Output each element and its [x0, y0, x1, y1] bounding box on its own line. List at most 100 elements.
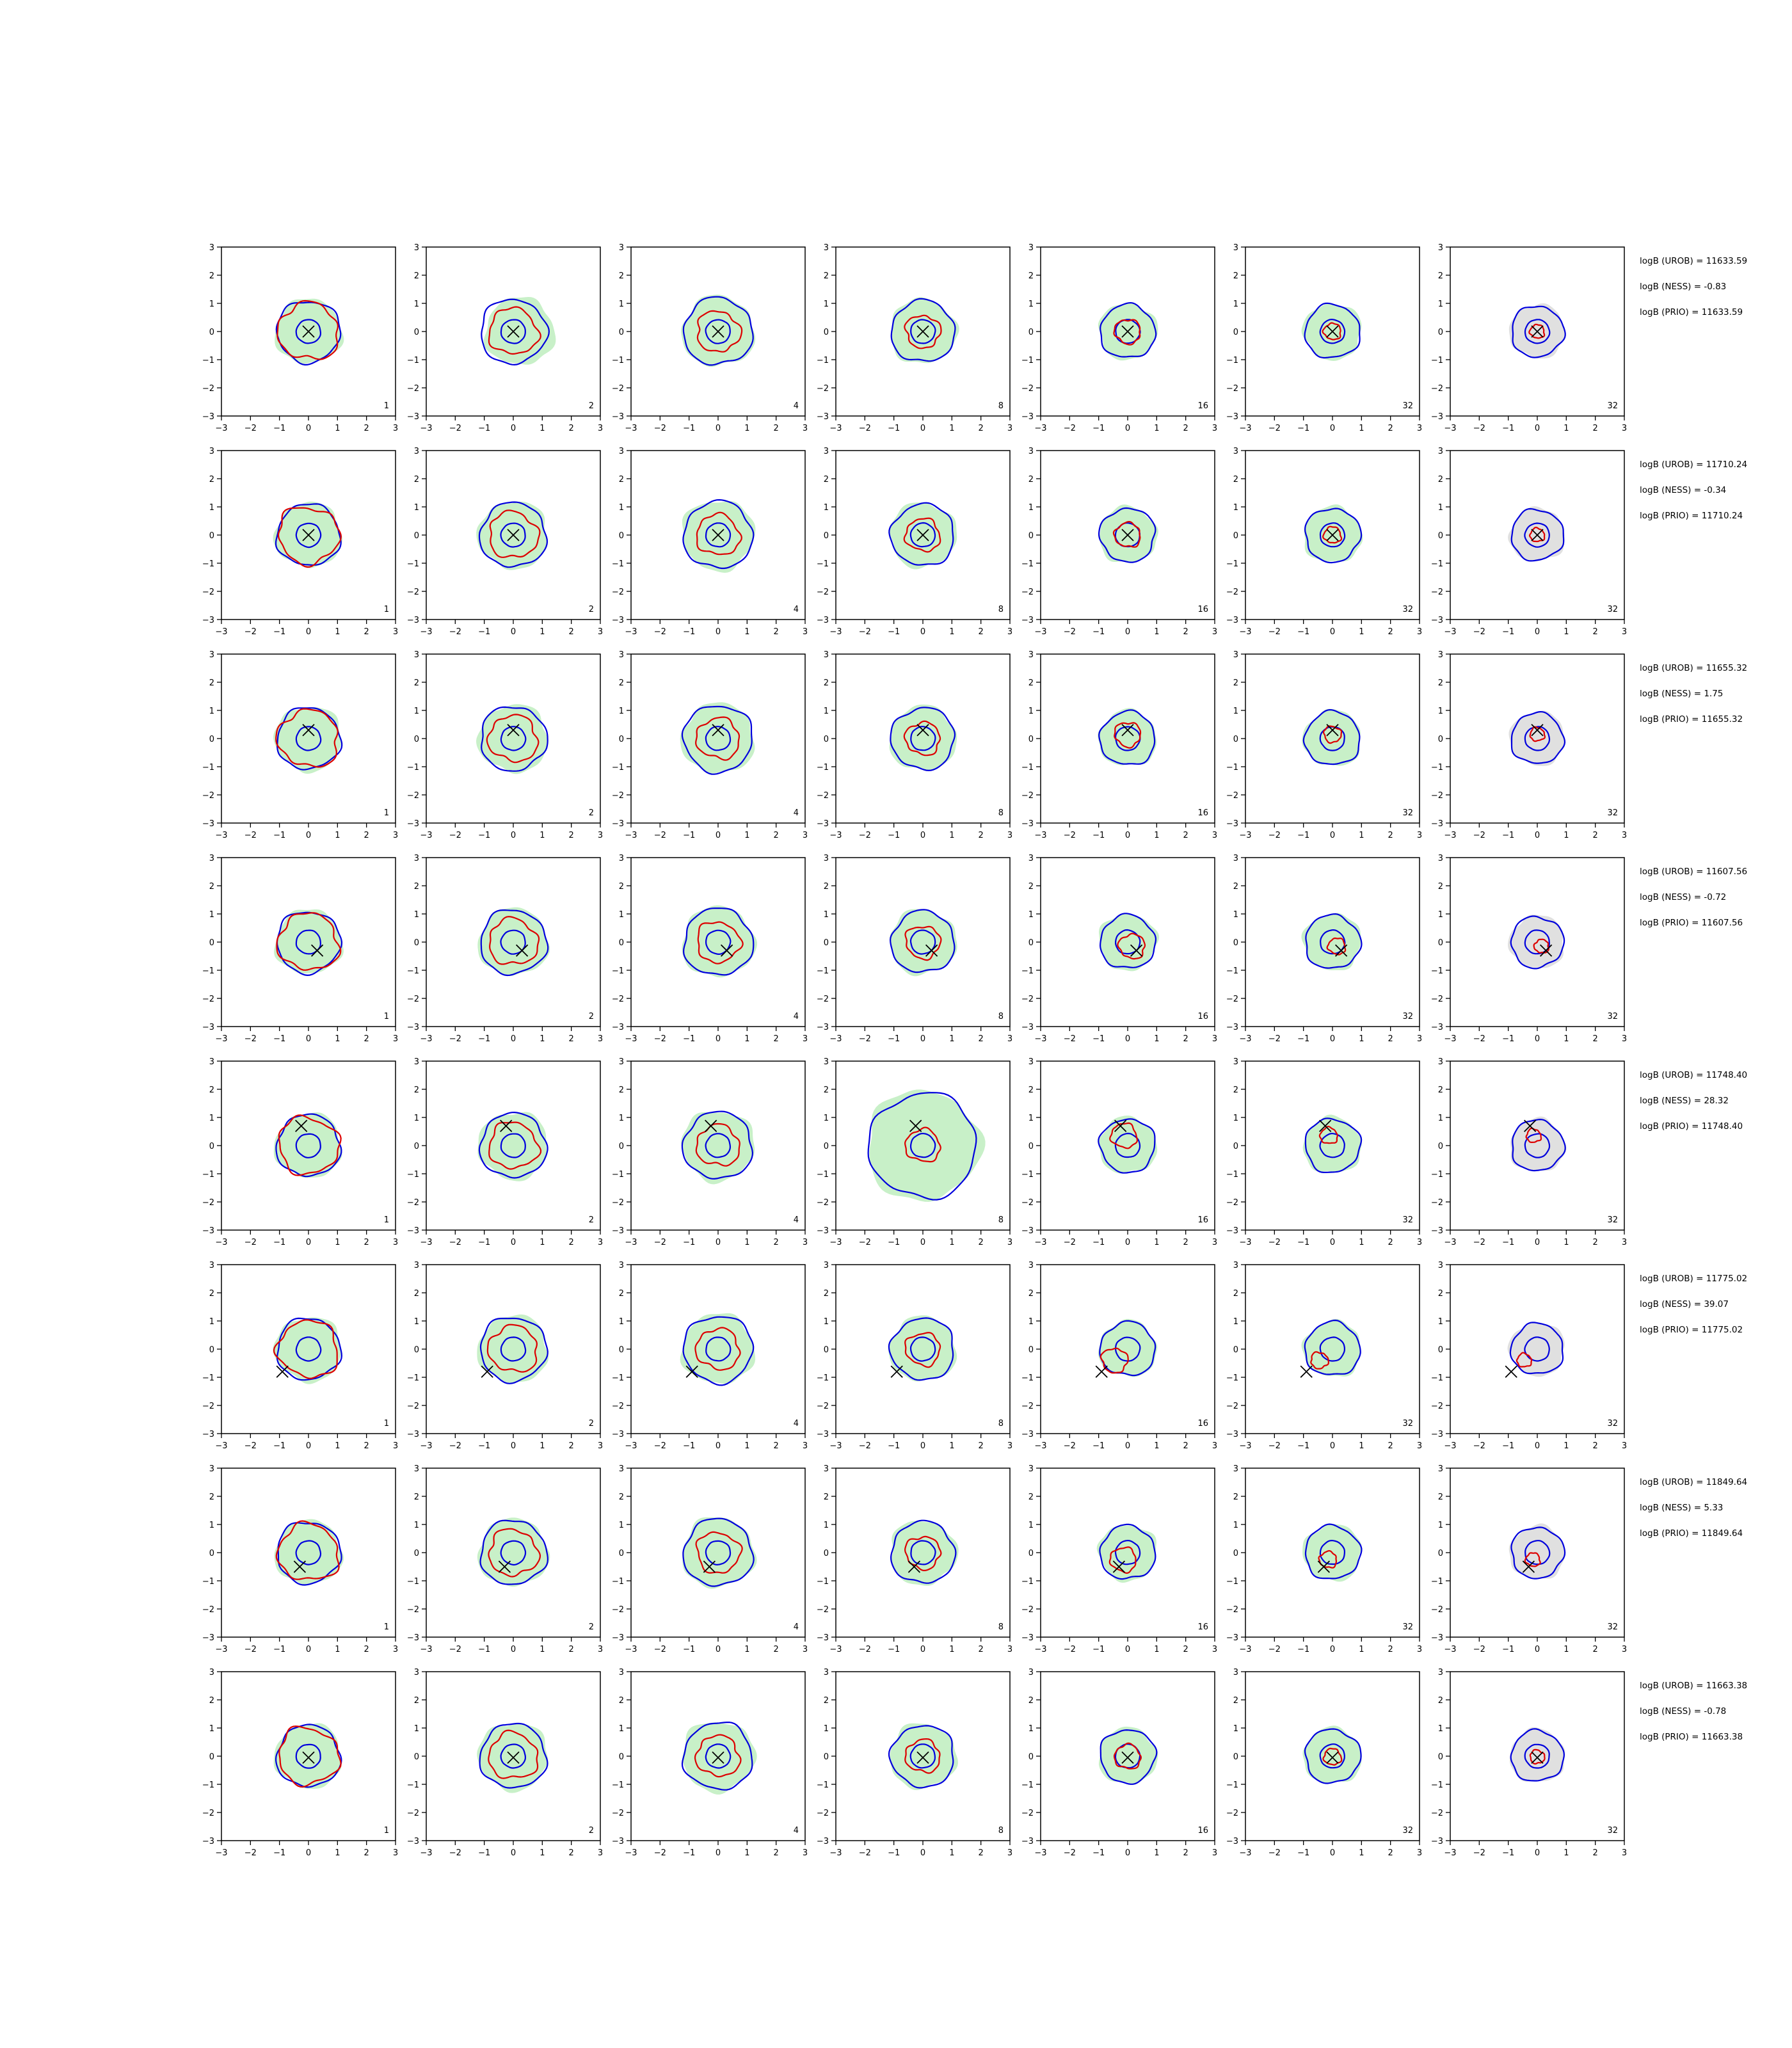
red-contour	[1113, 319, 1141, 346]
x-tick-label: 1	[540, 1848, 545, 1858]
x-tick-label: 0	[716, 1034, 721, 1044]
true-value-marker	[720, 944, 733, 957]
y-tick-label: 2	[414, 882, 419, 892]
x-tick-label: 2	[364, 424, 369, 433]
subplot: −3 3 −2 2 −1 1 0 0 1 −1 2 −2 3 −3 32	[1226, 1668, 1422, 1858]
y-tick-label: 1	[619, 707, 624, 716]
x-tick-label: 2	[774, 1238, 779, 1247]
red-contour	[1112, 520, 1141, 548]
x-tick-label: −3	[420, 1441, 432, 1451]
x-tick-label: −2	[244, 1238, 257, 1247]
plot-area	[1302, 1114, 1363, 1173]
y-tick-label: 3	[619, 1668, 624, 1677]
x-tick-label: 1	[949, 1441, 954, 1451]
y-tick-label: −3	[817, 1430, 829, 1439]
x-tick-label: −3	[1034, 424, 1046, 433]
y-tick-label: 1	[1233, 1724, 1238, 1734]
outer-contour	[682, 908, 755, 976]
x-tick-label: −3	[1444, 1848, 1456, 1858]
x-tick-label: −2	[654, 1645, 666, 1654]
column-label: 32	[1607, 401, 1618, 411]
x-tick-label: −2	[449, 424, 461, 433]
x-tick-label: 3	[1622, 1238, 1627, 1247]
outer-contour	[1510, 1728, 1565, 1782]
plot-area	[890, 1519, 959, 1586]
y-tick-label: 1	[1438, 503, 1443, 513]
x-tick-label: 2	[1388, 1238, 1393, 1247]
subplot: −3 3 −2 2 −1 1 0 0 1 −1 2 −2 3 −3 2	[407, 1668, 603, 1858]
inner-circle	[500, 1133, 526, 1158]
y-tick-label: −3	[1021, 819, 1034, 829]
x-tick-label: −1	[273, 1645, 285, 1654]
x-tick-label: −3	[420, 1034, 432, 1044]
y-tick-label: 3	[414, 447, 419, 456]
y-tick-label: 1	[824, 1114, 829, 1123]
y-tick-label: −3	[407, 819, 419, 829]
y-tick-label: −3	[612, 412, 624, 422]
subplot: −3 3 −2 2 −1 1 0 0 1 −1 2 −2 3 −3 16	[1021, 1464, 1217, 1654]
y-tick-label: 2	[209, 882, 214, 892]
y-tick-label: 2	[1438, 271, 1443, 281]
y-tick-label: 2	[1028, 882, 1034, 892]
x-tick-label: −2	[859, 424, 871, 433]
y-tick-label: −1	[1226, 356, 1238, 365]
x-tick-label: 3	[803, 1441, 808, 1451]
true-value-marker	[1130, 944, 1143, 957]
x-tick-label: 1	[1564, 1238, 1569, 1247]
y-tick-label: 2	[414, 1085, 419, 1095]
outer-contour	[479, 1317, 548, 1384]
y-tick-label: 1	[1438, 707, 1443, 716]
density-fill	[1098, 1116, 1158, 1174]
true-value-marker	[1326, 325, 1339, 338]
x-tick-label: −1	[478, 1034, 490, 1044]
x-tick-label: 0	[1535, 1645, 1540, 1654]
x-tick-label: 3	[1417, 1645, 1422, 1654]
x-tick-label: 3	[1212, 1238, 1217, 1247]
x-tick-label: 0	[306, 424, 311, 433]
red-contour	[904, 1535, 942, 1571]
subplot: −3 3 −2 2 −1 1 0 0 1 −1 2 −2 3 −3 4	[612, 650, 808, 840]
y-tick-label: −2	[1431, 1402, 1443, 1411]
x-tick-label: 3	[1007, 1238, 1012, 1247]
y-tick-label: 0	[824, 1345, 829, 1355]
y-tick-label: 1	[619, 1114, 624, 1123]
x-tick-label: −1	[683, 1441, 695, 1451]
outer-contour	[1304, 302, 1361, 359]
y-tick-label: 2	[619, 271, 624, 281]
column-label: 32	[1402, 1012, 1413, 1021]
x-tick-label: 1	[1564, 831, 1569, 840]
true-value-marker	[1317, 1560, 1331, 1573]
y-tick-label: 3	[1028, 243, 1034, 253]
x-tick-label: 3	[1007, 1441, 1012, 1451]
subplot: −3 3 −2 2 −1 1 0 0 1 −1 2 −2 3 −3 4	[612, 854, 808, 1044]
x-tick-label: 1	[1359, 424, 1364, 433]
y-tick-label: 2	[619, 678, 624, 688]
x-tick-label: −1	[1297, 1441, 1309, 1451]
x-tick-label: 3	[1212, 1645, 1217, 1654]
x-tick-label: −1	[273, 1441, 285, 1451]
true-value-marker	[295, 1119, 308, 1132]
plot-area	[682, 905, 757, 978]
x-tick-label: 3	[598, 1441, 603, 1451]
column-label: 2	[589, 1622, 594, 1632]
y-tick-label: 0	[414, 1345, 419, 1355]
y-tick-label: 3	[1233, 650, 1238, 660]
x-tick-label: 1	[1564, 424, 1569, 433]
x-tick-label: 1	[1154, 627, 1159, 637]
inner-circle	[295, 1133, 321, 1158]
y-tick-label: −2	[202, 791, 214, 801]
y-tick-label: 2	[1233, 1085, 1238, 1095]
y-tick-label: −1	[202, 1170, 214, 1180]
plot-area	[273, 707, 343, 774]
x-tick-label: 0	[920, 1441, 925, 1451]
y-tick-label: 3	[824, 447, 829, 456]
y-tick-label: 2	[1028, 271, 1034, 281]
red-contour	[276, 300, 339, 360]
y-tick-label: −3	[407, 1023, 419, 1032]
y-tick-label: 2	[1233, 1696, 1238, 1706]
true-value-marker	[507, 325, 520, 338]
x-tick-label: −1	[683, 831, 695, 840]
column-label: 2	[589, 401, 594, 411]
y-tick-label: 3	[1028, 854, 1034, 863]
inner-circle	[1319, 522, 1346, 548]
